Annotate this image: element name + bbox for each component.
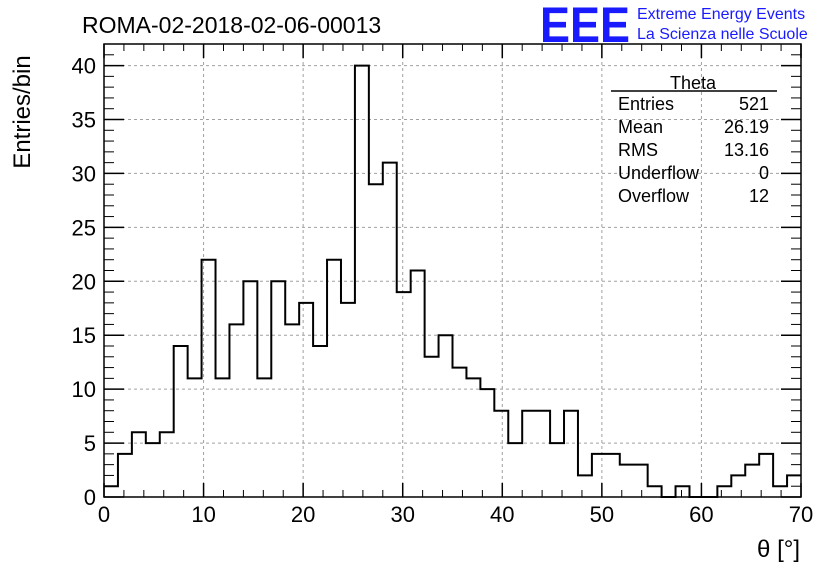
x-axis-title: θ [°]: [757, 536, 800, 563]
x-tick-label: 0: [98, 502, 110, 527]
stats-value: 26.19: [724, 117, 769, 137]
stats-label: Underflow: [618, 163, 700, 183]
y-tick-label: 10: [72, 377, 96, 402]
x-tick-label: 20: [291, 502, 315, 527]
stats-label: Entries: [618, 94, 674, 114]
x-tick-label: 10: [191, 502, 215, 527]
y-tick-label: 30: [72, 161, 96, 186]
y-tick-label: 20: [72, 269, 96, 294]
stats-box: Theta Entries 521 Mean 26.19 RMS 13.16 Underfl…: [611, 73, 777, 206]
histogram-outline: [104, 64, 801, 498]
y-axis-title: Entries/bin: [9, 55, 36, 168]
y-tick-label: 40: [72, 54, 96, 79]
y-tick-label: 25: [72, 215, 96, 240]
x-tick-labels: 0 10 20 30 40 50 60 70: [98, 502, 813, 527]
stats-value: 0: [759, 163, 769, 183]
axis-ticks: [103, 43, 802, 498]
stats-title: Theta: [670, 73, 717, 93]
x-tick-label: 70: [789, 502, 813, 527]
x-tick-label: 40: [490, 502, 514, 527]
chart-title: ROMA-02-2018-02-06-00013: [82, 12, 381, 38]
x-tick-label: 60: [689, 502, 713, 527]
stats-value: 13.16: [724, 140, 769, 160]
plot-frame: [103, 43, 802, 498]
y-tick-label: 35: [72, 108, 96, 133]
stats-value: 521: [739, 94, 769, 114]
y-tick-labels: 0 5 10 15 20 25 30 35 40: [72, 54, 96, 510]
stats-rows: Entries 521 Mean 26.19 RMS 13.16 Underflow 0 Ove…: [618, 94, 769, 206]
stats-label: Mean: [618, 117, 663, 137]
stats-value: 12: [749, 186, 769, 206]
eee-logo: EEE Extreme Energy Events La Scienza nel…: [540, 0, 808, 53]
y-tick-label: 15: [72, 323, 96, 348]
x-tick-label: 50: [590, 502, 614, 527]
grid-lines: [104, 44, 801, 497]
y-tick-label: 0: [84, 485, 96, 510]
x-tick-label: 30: [390, 502, 414, 527]
y-tick-label: 5: [84, 431, 96, 456]
stats-label: RMS: [618, 140, 658, 160]
stats-label: Overflow: [618, 186, 690, 206]
eee-logo-mark: EEE: [540, 0, 630, 53]
logo-line-1: Extreme Energy Events: [637, 6, 805, 23]
logo-line-2: La Scienza nelle Scuole: [637, 26, 808, 43]
